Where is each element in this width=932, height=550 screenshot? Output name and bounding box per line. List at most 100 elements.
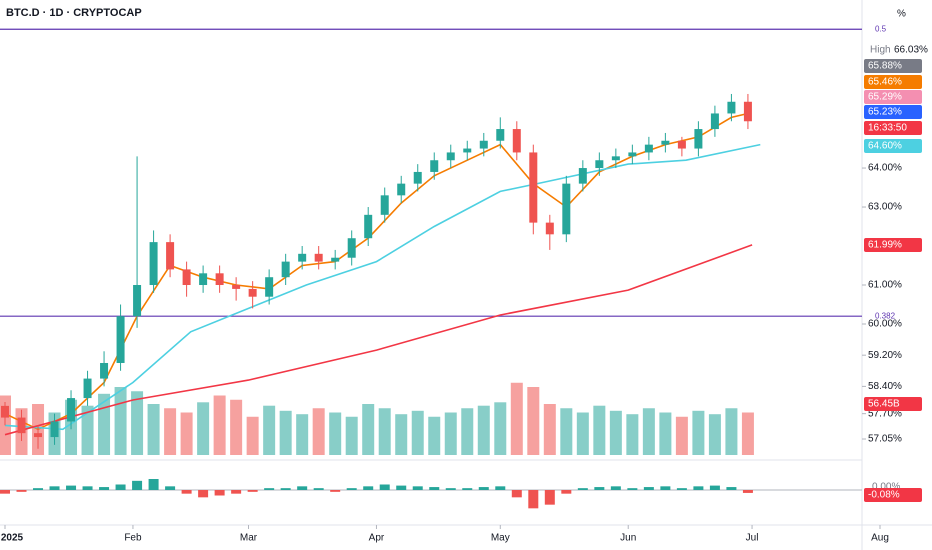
volume-bar xyxy=(411,410,424,455)
moving-average xyxy=(4,143,761,431)
y-tick-label: 59.20% xyxy=(868,350,902,361)
volume-bar xyxy=(708,414,721,455)
candle-body xyxy=(116,316,125,363)
histogram-bar xyxy=(181,490,192,494)
volume-bar xyxy=(675,416,688,455)
histogram-bar xyxy=(528,490,539,509)
histogram-bar xyxy=(280,488,291,490)
histogram-bar xyxy=(396,485,407,490)
candle-body xyxy=(215,273,224,286)
volume-bar xyxy=(395,414,408,455)
price-badge xyxy=(864,59,922,73)
volume-bar xyxy=(741,412,754,455)
candle-body xyxy=(364,214,373,239)
volume-bar xyxy=(659,412,672,455)
candle-body xyxy=(83,378,92,399)
candle-body xyxy=(347,238,356,258)
candle-body xyxy=(479,140,488,149)
volume-bar xyxy=(180,412,193,455)
candle-body xyxy=(578,168,587,184)
volume-bar xyxy=(296,414,309,455)
price-badge xyxy=(864,397,922,411)
unit-label: % xyxy=(897,9,906,20)
candle-body xyxy=(199,273,208,286)
volume-bar xyxy=(725,408,738,455)
price-badge-label: 65.88% xyxy=(868,61,902,72)
histogram-bar xyxy=(148,479,159,490)
histogram-bar xyxy=(478,487,489,490)
x-tick-label: Aug xyxy=(871,533,889,544)
volume-bar xyxy=(362,404,375,455)
candle-body xyxy=(727,101,736,114)
candle-body xyxy=(182,269,191,286)
candle-body xyxy=(661,140,670,145)
histogram-bar xyxy=(742,490,753,493)
candle-body xyxy=(100,362,109,379)
candle-body xyxy=(611,156,620,161)
y-tick-label: 64.00% xyxy=(868,163,902,174)
candle-body xyxy=(446,152,455,161)
candle-body xyxy=(562,183,571,235)
x-tick-label: Feb xyxy=(124,533,142,544)
histogram-bar xyxy=(49,486,60,490)
x-tick-label: Apr xyxy=(369,533,385,544)
histogram-bar xyxy=(99,487,110,490)
moving-average xyxy=(4,244,753,436)
histogram-bar xyxy=(577,488,588,490)
histogram-bar xyxy=(363,486,374,490)
candle-body xyxy=(298,253,307,262)
candle-body xyxy=(166,242,175,270)
volume-bar xyxy=(197,402,210,455)
candle-body xyxy=(463,148,472,153)
histogram-bar xyxy=(330,490,341,492)
candle-body xyxy=(133,285,142,317)
histogram-bar xyxy=(115,484,126,490)
candle-body xyxy=(380,195,389,215)
histogram-bar xyxy=(693,486,704,490)
candle-body xyxy=(149,242,158,286)
candle-body xyxy=(314,253,323,262)
hist-zero-label: 0.00% xyxy=(872,482,900,493)
volume-bar xyxy=(428,416,441,455)
volume-bar xyxy=(692,410,705,455)
histogram-bar xyxy=(511,490,522,498)
candle-body xyxy=(628,152,637,157)
volume-bar xyxy=(642,408,655,455)
volume-bar xyxy=(81,405,94,455)
volume-bar xyxy=(114,387,127,455)
histogram-bar xyxy=(726,487,737,490)
price-badge xyxy=(864,121,922,135)
candle-body xyxy=(413,171,422,184)
candle-body xyxy=(512,129,521,153)
price-badge-label: 16:33:50 xyxy=(868,123,907,134)
x-tick-label: Jun xyxy=(620,533,636,544)
histogram-bar xyxy=(412,486,423,490)
price-badge-label: 65.23% xyxy=(868,107,902,118)
histogram-bar xyxy=(594,487,605,490)
histogram-bar xyxy=(66,485,77,490)
y-tick-label: 60.00% xyxy=(868,319,902,330)
volume-bar xyxy=(626,414,639,455)
histogram-bar xyxy=(445,488,456,490)
histogram-bar xyxy=(264,488,275,490)
volume-bar xyxy=(213,395,226,455)
x-tick-label: Mar xyxy=(240,533,258,544)
price-badge xyxy=(864,105,922,119)
histogram-bar xyxy=(495,486,506,490)
volume-bar xyxy=(98,393,111,455)
volume-bar xyxy=(494,402,507,455)
y-tick-label: 57.70% xyxy=(868,408,902,419)
volume-bar xyxy=(131,391,144,455)
candle-body xyxy=(677,140,686,149)
candle-body xyxy=(595,160,604,169)
price-badge-label: 61.99% xyxy=(868,240,902,251)
volume-bar xyxy=(164,408,177,455)
high-value: 66.03% xyxy=(894,45,928,56)
price-badge xyxy=(864,238,922,252)
volume-bar xyxy=(461,408,474,455)
histogram-bar xyxy=(16,490,27,492)
candle-body xyxy=(644,144,653,153)
histogram-bar xyxy=(561,490,572,494)
